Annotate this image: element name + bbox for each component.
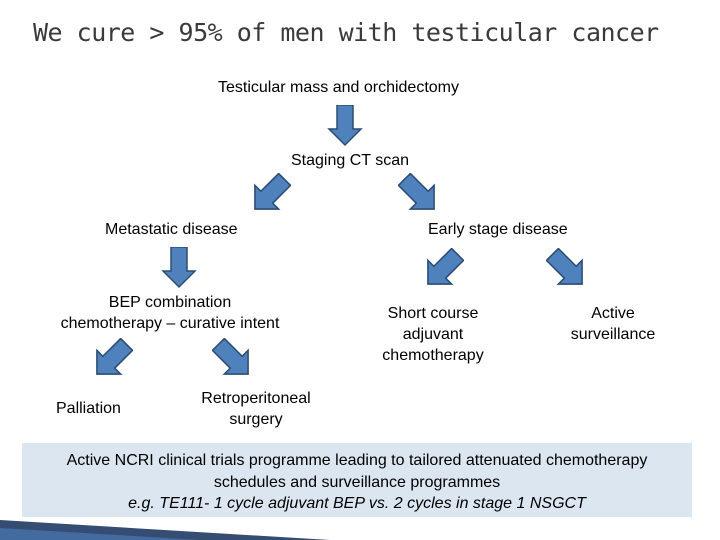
node-bep-line2: chemotherapy – curative intent xyxy=(60,315,280,332)
node-early-stage: Early stage disease xyxy=(428,221,568,238)
node-active-surveillance: Active surveillance xyxy=(553,303,673,345)
node-short-course-line2: adjuvant xyxy=(402,326,464,343)
arrow-down-right-icon xyxy=(398,173,435,210)
callout-line3: e.g. TE111- 1 cycle adjuvant BEP vs. 2 c… xyxy=(128,495,586,512)
node-short-course-line1: Short course xyxy=(387,305,479,322)
node-active-surveillance-line1: Active xyxy=(591,305,635,322)
callout-line2: schedules and surveillance programmes xyxy=(213,473,501,491)
node-short-course-line3: chemotherapy xyxy=(382,347,484,364)
node-palliation: Palliation xyxy=(56,400,121,417)
arrow-down-right-icon xyxy=(546,248,583,285)
node-active-surveillance-line2: surveillance xyxy=(570,326,656,343)
arrow-down-icon xyxy=(327,105,363,147)
node-retroperitoneal: Retroperitoneal surgery xyxy=(186,388,326,430)
arrow-down-left-icon xyxy=(254,173,291,210)
node-bep-line1: BEP combination xyxy=(108,294,232,311)
page-title: We cure > 95% of men with testicular can… xyxy=(33,18,659,47)
node-bep: BEP combination chemotherapy – curative … xyxy=(40,292,300,334)
node-short-course: Short course adjuvant chemotherapy xyxy=(363,303,503,366)
callout-line1: Active NCRI clinical trials programme le… xyxy=(66,452,648,469)
node-retroperitoneal-line2: surgery xyxy=(229,411,283,428)
arrow-down-left-icon xyxy=(96,338,133,375)
arrow-down-icon xyxy=(161,247,197,289)
node-retroperitoneal-line1: Retroperitoneal xyxy=(201,390,311,407)
node-testicular-mass: Testicular mass and orchidectomy xyxy=(218,79,459,96)
node-staging-ct: Staging CT scan xyxy=(291,152,409,169)
node-metastatic: Metastatic disease xyxy=(105,221,238,238)
trials-callout-box: Active NCRI clinical trials programme le… xyxy=(22,443,692,517)
arrow-down-left-icon xyxy=(427,248,464,285)
arrow-down-right-icon xyxy=(212,338,249,375)
